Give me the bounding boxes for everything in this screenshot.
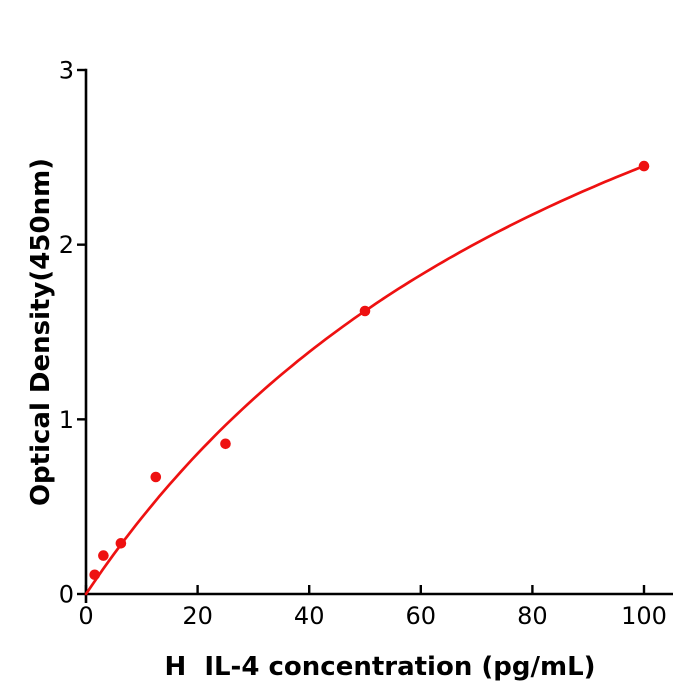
data-point	[115, 538, 127, 549]
x-tick-label: 40	[294, 602, 325, 630]
y-tick-label: 1	[59, 406, 74, 434]
x-axis-title: H IL-4 concentration (pg/mL)	[164, 652, 596, 682]
y-tick-label: 0	[59, 581, 74, 609]
x-tick-label: 100	[621, 602, 667, 630]
fit-curve-line	[84, 164, 646, 596]
data-point	[150, 471, 162, 483]
y-axis-title: Optical Density(450nm)	[26, 157, 56, 507]
data-point	[98, 550, 109, 561]
data-point	[89, 569, 100, 581]
x-tick-label: 60	[406, 602, 437, 630]
x-tick-label: 0	[78, 602, 93, 630]
y-tick-label: 2	[59, 231, 74, 259]
data-point	[359, 305, 371, 317]
y-tick-label: 3	[59, 57, 74, 85]
x-tick-label: 80	[517, 602, 548, 630]
data-point	[220, 438, 231, 450]
data-point	[638, 160, 650, 172]
x-tick-label: 20	[182, 602, 213, 630]
